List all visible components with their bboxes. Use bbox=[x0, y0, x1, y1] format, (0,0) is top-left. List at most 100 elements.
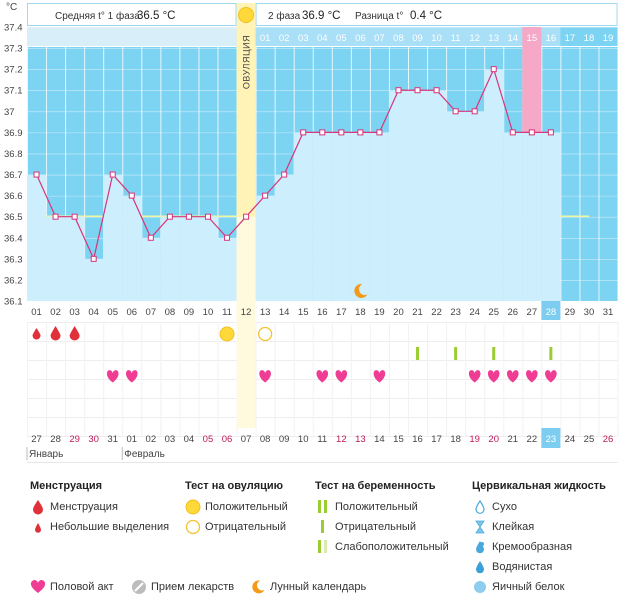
calendar-date-label: 04 bbox=[184, 434, 195, 445]
calendar-date-label: 12 bbox=[336, 434, 347, 445]
temp-bar bbox=[141, 237, 161, 301]
small-drop-icon bbox=[35, 523, 41, 533]
ovulation-band-lower bbox=[236, 216, 256, 301]
chart-markers bbox=[32, 7, 557, 383]
legend-preg-weak-item: Слабоположительный bbox=[315, 539, 449, 559]
legend-ov-negative-label: Отрицательный bbox=[205, 521, 286, 533]
calendar-date-label: 28 bbox=[50, 434, 61, 445]
calendar-date-label: 29 bbox=[69, 434, 80, 445]
y-tick-label: 36.3 bbox=[4, 254, 23, 265]
temp-bar bbox=[255, 195, 275, 301]
cycle-day-label: 23 bbox=[450, 307, 461, 318]
double-bar-icon bbox=[318, 500, 327, 513]
top-day-label: 13 bbox=[488, 33, 499, 44]
watery-drop-icon bbox=[476, 561, 484, 574]
ovulation-test-negative bbox=[257, 326, 273, 342]
temperature-point bbox=[243, 213, 250, 220]
y-tick-label: 36.2 bbox=[4, 275, 23, 286]
temp-bar bbox=[46, 216, 66, 301]
calendar-date-label: 21 bbox=[507, 434, 518, 445]
temp-bar bbox=[103, 174, 123, 301]
temperature-bars bbox=[27, 3, 561, 428]
cycle-day-label: 24 bbox=[469, 307, 480, 318]
legend-ov-positive-item: Положительный bbox=[185, 499, 288, 519]
y-tick-label: 36.5 bbox=[4, 212, 23, 223]
temperature-point bbox=[52, 213, 59, 220]
month-label: Февраль bbox=[124, 449, 165, 460]
cycle-day-label: 19 bbox=[374, 307, 385, 318]
legend-preg-weak-label: Слабоположительный bbox=[335, 541, 449, 553]
bbt-chart: 36.1 36.2 36.3 36.4 36.5 36.6 36.7 36.8 36.9 37 37… bbox=[4, 2, 619, 463]
phase2-header-box bbox=[255, 3, 618, 26]
legend-pregnancy-test: Тест на беременность Положительный Отриц… bbox=[315, 480, 449, 559]
ovulation-test-positive bbox=[219, 326, 235, 342]
temperature-point bbox=[547, 129, 554, 136]
calendar-date-label: 09 bbox=[279, 434, 290, 445]
temp-bar bbox=[217, 237, 237, 301]
legend-watery-label: Водянистая bbox=[492, 561, 553, 573]
cycle-day-label: 06 bbox=[126, 307, 137, 318]
temp-bar bbox=[27, 174, 47, 301]
legend-medication-label: Прием лекарств bbox=[151, 581, 235, 593]
calendar-date-label: 30 bbox=[88, 434, 99, 445]
diff-value: 0.4 °C bbox=[410, 10, 442, 22]
calendar-date-label: 27 bbox=[31, 434, 42, 445]
temperature-point bbox=[528, 129, 535, 136]
temp-bar bbox=[369, 132, 389, 301]
cycle-day-label: 21 bbox=[412, 307, 423, 318]
temperature-point bbox=[147, 234, 154, 241]
drop-icon bbox=[33, 500, 43, 515]
temp-bar bbox=[84, 258, 104, 301]
y-tick-label: 37.3 bbox=[4, 44, 23, 55]
calendar-date-label: 16 bbox=[412, 434, 423, 445]
top-day-label: 01 bbox=[260, 33, 271, 44]
cycle-day-label: 05 bbox=[107, 307, 118, 318]
diff-label: Разница t° bbox=[355, 11, 403, 22]
phase1-header-box bbox=[27, 3, 237, 26]
top-day-label: 06 bbox=[355, 33, 366, 44]
top-day-label: 07 bbox=[374, 33, 385, 44]
temperature-point bbox=[90, 255, 97, 262]
ovulation-label: ОВУЛЯЦИЯ bbox=[242, 35, 252, 89]
today-marker-bottom bbox=[541, 428, 561, 448]
temperature-point bbox=[395, 87, 402, 94]
temp-bar bbox=[274, 174, 294, 301]
intercourse-heart bbox=[545, 370, 557, 383]
legend-spotting-label: Небольшие выделения bbox=[50, 521, 170, 533]
legend-moon-label: Лунный календарь bbox=[270, 581, 367, 593]
temp-bar bbox=[522, 132, 542, 301]
highlight-day-column bbox=[522, 46, 542, 133]
temp-bar bbox=[427, 90, 447, 301]
month-label: Январь bbox=[29, 449, 63, 460]
intercourse-heart bbox=[487, 370, 500, 383]
cycle-day-label: 10 bbox=[203, 307, 214, 318]
phase2-label: 2 фаза bbox=[268, 10, 301, 22]
temp-bar bbox=[446, 111, 466, 301]
calendar-date-label: 11 bbox=[317, 434, 327, 445]
intercourse-heart bbox=[335, 370, 348, 383]
chart-header: °C Средняя t° 1 фаза 36.5 °C 2 фаза 36.9… bbox=[6, 2, 442, 89]
y-tick-label: 37.1 bbox=[4, 86, 23, 97]
chart-axes: 36.1 36.2 36.3 36.4 36.5 36.6 36.7 36.8 36.9 37 37… bbox=[4, 23, 618, 463]
pregnancy-test-negative bbox=[416, 347, 420, 360]
cycle-day-label: 03 bbox=[69, 307, 80, 318]
calendar-date-label: 08 bbox=[260, 434, 271, 445]
temperature-point bbox=[338, 129, 345, 136]
calendar-date-label: 06 bbox=[222, 434, 233, 445]
temp-bar bbox=[484, 69, 504, 302]
cycle-day-label: 25 bbox=[488, 307, 499, 318]
calendar-date-label: 01 bbox=[126, 434, 137, 445]
pill-icon bbox=[132, 580, 146, 594]
ovulation-band-lanes bbox=[236, 320, 256, 428]
cycle-day-label: 15 bbox=[298, 307, 309, 318]
calendar-date-label: 23 bbox=[546, 434, 557, 445]
intercourse-heart bbox=[106, 370, 119, 383]
cycle-day-label: 26 bbox=[507, 307, 518, 318]
empty-circle-icon bbox=[185, 519, 201, 535]
highlight-day-header bbox=[522, 27, 542, 46]
legend-menstruation-label: Менструация bbox=[50, 501, 118, 513]
temperature-point bbox=[300, 129, 307, 136]
pregnancy-test-negative bbox=[492, 347, 496, 360]
temperature-point bbox=[128, 192, 135, 199]
calendar-date-label: 25 bbox=[584, 434, 595, 445]
